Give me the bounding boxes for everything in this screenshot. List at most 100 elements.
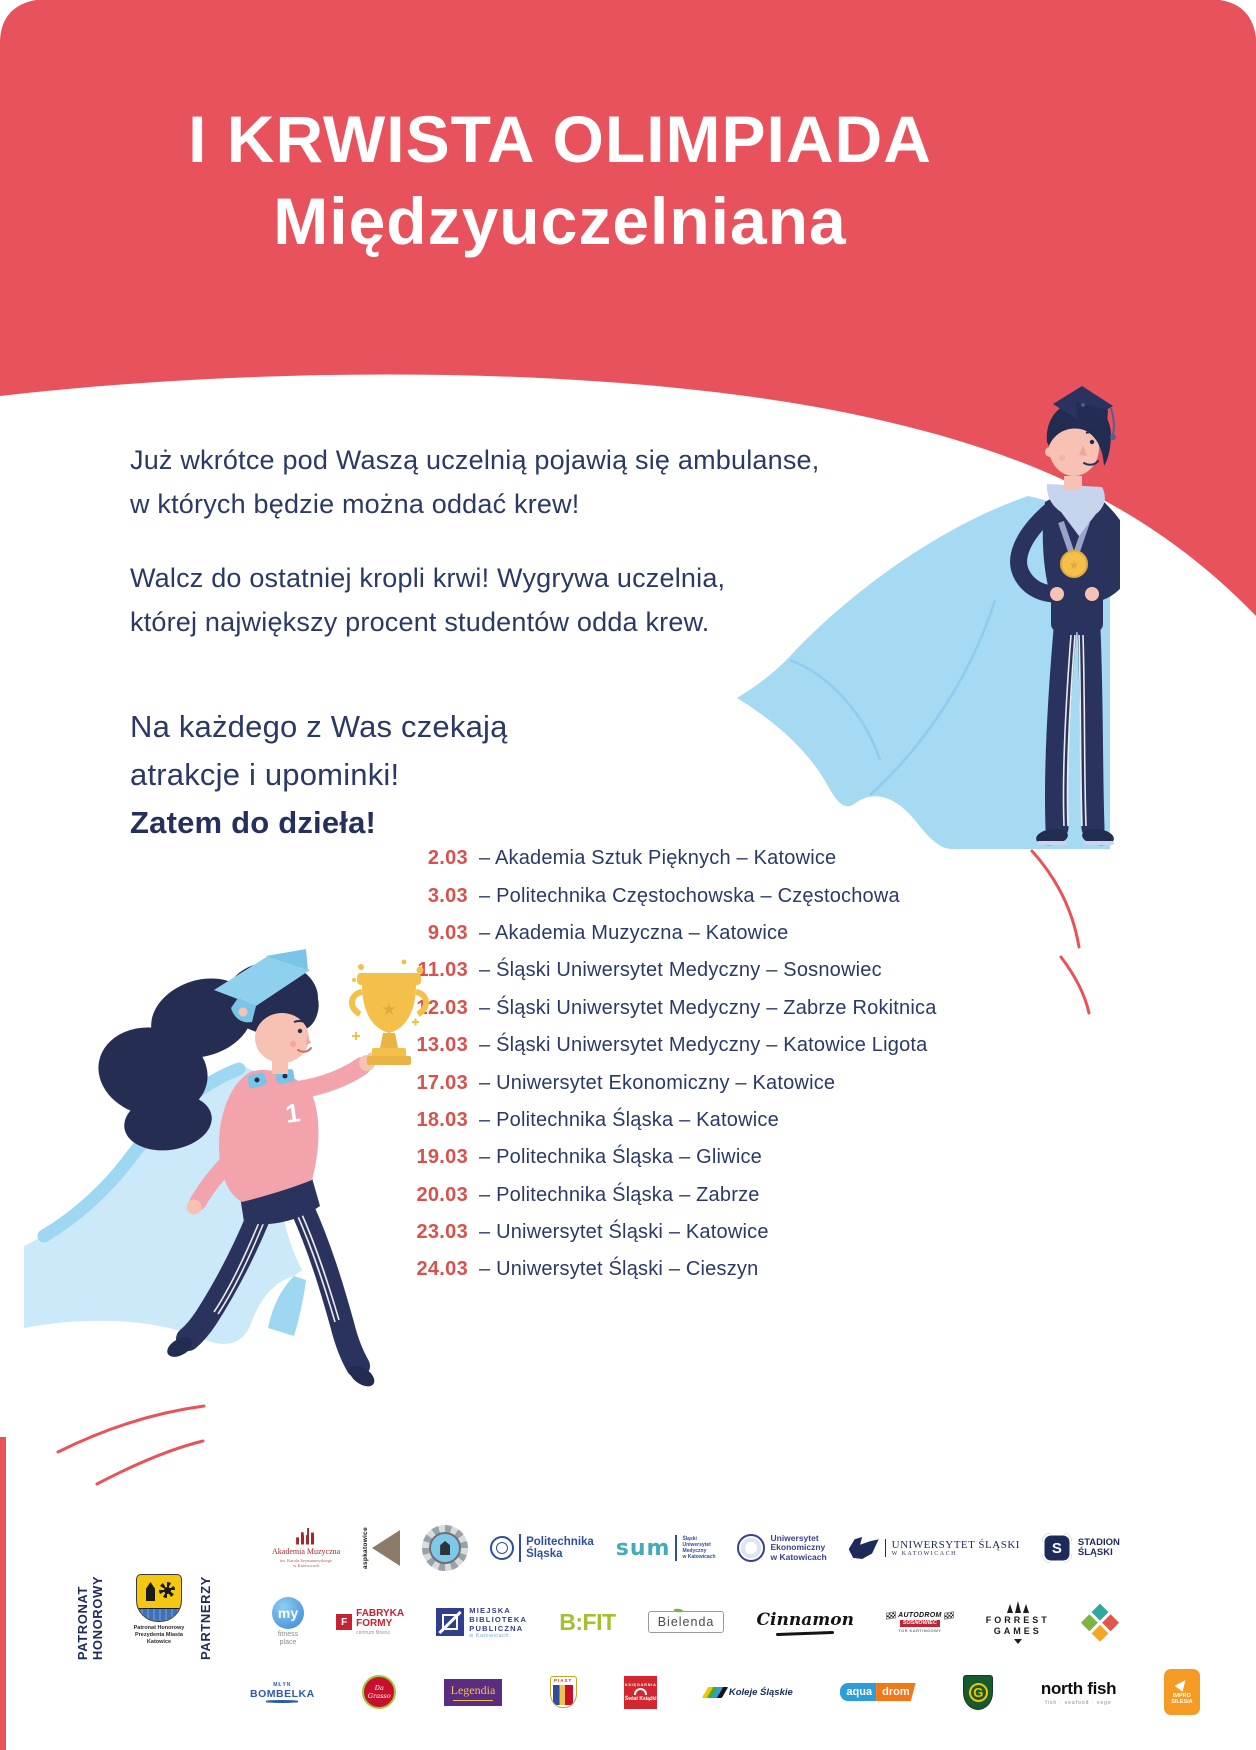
schedule-row: 9.03 – Akademia Muzyczna – Katowice bbox=[396, 915, 937, 952]
paper-plane-icon bbox=[1174, 1676, 1190, 1692]
katowice-coat-of-arms-icon bbox=[136, 1574, 182, 1622]
logo-asp-katowice: aspkatowice bbox=[362, 1527, 401, 1569]
schedule-date: 20.03 bbox=[416, 1183, 468, 1206]
logo-koleje-slaskie: Koleje Śląskie bbox=[701, 1686, 793, 1698]
schedule-row: 19.03 – Politechnika Śląska – Gliwice bbox=[396, 1139, 937, 1176]
schedule-date: 3.03 bbox=[427, 884, 468, 907]
logo-gks-katowice-crest: G bbox=[963, 1674, 994, 1710]
checkered-flag-icon bbox=[943, 1610, 954, 1620]
schedule-date: 19.03 bbox=[416, 1146, 468, 1169]
woman-torso: 1 bbox=[186, 1052, 375, 1215]
event-schedule-list: 2.03 – Akademia Sztuk Pięknych – Katowice… bbox=[396, 840, 937, 1289]
schedule-entry: – Śląski Uniwersytet Medyczny – Sosnowie… bbox=[479, 959, 882, 982]
header-curve-shape bbox=[0, 0, 1256, 616]
schedule-row: 23.03 – Uniwersytet Śląski – Katowice bbox=[396, 1214, 937, 1251]
woman-head bbox=[255, 1013, 312, 1074]
logo-politechnika-slaska: Politechnika Śląska bbox=[490, 1534, 594, 1562]
logo-piast-crest: PIAST bbox=[549, 1676, 577, 1708]
poster-title: I KRWISTA OLIMPIADA Międzyuczelniana bbox=[0, 98, 1120, 262]
schedule-date: 17.03 bbox=[416, 1071, 468, 1094]
puzzle-squares-icon bbox=[1074, 1597, 1125, 1648]
logo-legendia: Legendia bbox=[443, 1678, 502, 1706]
schedule-entry: – Politechnika Śląska – Zabrze bbox=[479, 1183, 760, 1206]
intro-p3-line2: atrakcje i upominki! bbox=[130, 757, 400, 792]
checkered-flag-icon bbox=[886, 1610, 897, 1620]
logo-aquadrom: aqua drom bbox=[840, 1683, 916, 1701]
schedule-entry: – Śląski Uniwersytet Medyczny – Zabrze R… bbox=[479, 996, 937, 1019]
intro-p2-line1: Walcz do ostatniej kropli krwi! Wygrywa … bbox=[130, 563, 726, 593]
logo-stadion-slaski: S STADION ŚLĄSKI bbox=[1041, 1533, 1120, 1563]
ff-monogram-icon: F bbox=[336, 1614, 353, 1630]
wave-icon bbox=[262, 1699, 303, 1703]
superhero-graduate-woman-illustration: 1 ★ bbox=[24, 949, 429, 1387]
schedule-entry: – Akademia Muzyczna – Katowice bbox=[479, 921, 789, 944]
logo-miasto-katowice-crest: Patronat Honorowy Prezydenta Miasta Kato… bbox=[126, 1574, 192, 1646]
jersey-number: 1 bbox=[283, 1097, 302, 1129]
green-shield-icon: G bbox=[963, 1674, 994, 1710]
mine-tower-icon bbox=[146, 1582, 155, 1601]
schedule-date: 13.03 bbox=[416, 1034, 468, 1057]
partnerzy-label: PARTNERZY bbox=[197, 1576, 213, 1660]
logo-autodrom-sosnowiec: AUTODROM SOSNOWIEC TOR KARTINGOWY bbox=[886, 1610, 954, 1633]
woman-legs bbox=[167, 1178, 375, 1387]
triangle-icon bbox=[372, 1530, 401, 1566]
schedule-entry: – Politechnika Częstochowska – Częstocho… bbox=[479, 884, 900, 907]
gear-crest-icon bbox=[422, 1525, 469, 1571]
schedule-entry: – Uniwersytet Śląski – Katowice bbox=[479, 1221, 769, 1244]
library-pen-icon bbox=[436, 1608, 465, 1636]
partner-logos-row-2: my fitness place F FABRYKA FORMY centrum… bbox=[272, 1590, 1120, 1654]
schedule-date: 11.03 bbox=[417, 959, 468, 982]
intro-p2-line2: której największy procent studentów odda… bbox=[130, 607, 710, 637]
intro-paragraph-3: Na każdego z Was czekają atrakcje i upom… bbox=[130, 703, 508, 799]
logo-uniwersytet-slaski: UNIWERSYTET ŚLĄSKI W KATOWICACH bbox=[848, 1537, 1020, 1559]
schedule-row: 20.03 – Politechnika Śląska – Zabrze bbox=[396, 1177, 937, 1214]
patronat-honorowy-label: PATRONAT HONOROWY bbox=[75, 1575, 105, 1661]
schedule-date: 18.03 bbox=[416, 1108, 468, 1131]
woman-graduation-cap-icon bbox=[214, 949, 310, 1023]
schedule-entry: – Uniwersytet Śląski – Cieszyn bbox=[479, 1258, 759, 1281]
schedule-row: 17.03 – Uniwersytet Ekonomiczny – Katowic… bbox=[396, 1064, 937, 1101]
schedule-date: 23.03 bbox=[416, 1221, 468, 1244]
schedule-row: 11.03 – Śląski Uniwersytet Medyczny – Sos… bbox=[396, 952, 937, 989]
schedule-row: 24.03 – Uniwersytet Śląski – Cieszyn bbox=[396, 1251, 937, 1288]
logo-cinnamon: Cinnamon bbox=[757, 1610, 854, 1636]
intro-p3-line1: Na każdego z Was czekają bbox=[130, 709, 508, 744]
svg-text:★: ★ bbox=[1069, 558, 1080, 572]
crest-caption: Patronat Honorowy Prezydenta Miasta Kato… bbox=[133, 1625, 185, 1645]
logo-slaski-uniwersytet-medyczny: sum Śląski Uniwersytet Medyczny w Katowi… bbox=[615, 1535, 716, 1561]
us-swoosh-icon bbox=[848, 1537, 879, 1559]
gear-half-icon bbox=[159, 1582, 175, 1598]
underline-swash-icon bbox=[776, 1630, 835, 1636]
schedule-date: 24.03 bbox=[416, 1258, 468, 1281]
intro-call-to-action: Zatem do dzieła! bbox=[130, 805, 377, 840]
organ-pipes-icon bbox=[296, 1527, 317, 1545]
schedule-entry: – Uniwersytet Ekonomiczny – Katowice bbox=[479, 1071, 836, 1094]
logo-akademia-muzyczna: Akademia Muzyczna im. Karola Szymanowski… bbox=[272, 1527, 340, 1569]
logo-miejska-biblioteka-publiczna: MIEJSKA BIBLIOTEKA PUBLICZNA w Katowicac… bbox=[436, 1606, 527, 1639]
logo-fabryka-formy: F FABRYKA FORMY centrum fitness bbox=[336, 1608, 404, 1636]
schedule-entry: – Politechnika Śląska – Katowice bbox=[479, 1108, 779, 1131]
logo-north-fish: north fish fish · seafood · vege bbox=[1040, 1678, 1117, 1706]
partner-logos-row-3: MŁYN BOMBELKA Da Grasso Legendia PIAST K… bbox=[250, 1662, 1200, 1722]
man-graduation-cap-icon bbox=[1053, 386, 1116, 440]
stripes-flag-icon bbox=[701, 1686, 729, 1698]
pine-trees-icon bbox=[1006, 1600, 1029, 1613]
logo-forrest-games: FORREST GAMES bbox=[986, 1600, 1050, 1644]
poster-title-line1: I KRWISTA OLIMPIADA bbox=[188, 102, 932, 176]
schedule-date: 2.03 bbox=[427, 847, 468, 870]
my-circle-icon: my bbox=[272, 1597, 304, 1629]
man-cape bbox=[737, 496, 1110, 849]
logo-mlyn-bombelka: MŁYN BOMBELKA bbox=[250, 1682, 315, 1703]
man-legs bbox=[1036, 618, 1114, 846]
superhero-graduate-man-illustration: ★ bbox=[737, 386, 1120, 849]
schedule-row: 12.03 – Śląski Uniwersytet Medyczny – Zab… bbox=[396, 990, 937, 1027]
trophy-icon: ★ bbox=[349, 959, 429, 1065]
woman-hair bbox=[98, 962, 319, 1151]
logo-university-gear-crest bbox=[422, 1525, 469, 1571]
svg-text:★: ★ bbox=[381, 1000, 396, 1019]
intro-p1-line1: Już wkrótce pod Waszą uczelnią pojawią s… bbox=[130, 445, 820, 475]
logo-da-grasso: Da Grasso bbox=[362, 1675, 397, 1709]
university-seal-icon bbox=[737, 1534, 766, 1562]
schedule-entry: – Śląski Uniwersytet Medyczny – Katowice… bbox=[479, 1034, 928, 1057]
